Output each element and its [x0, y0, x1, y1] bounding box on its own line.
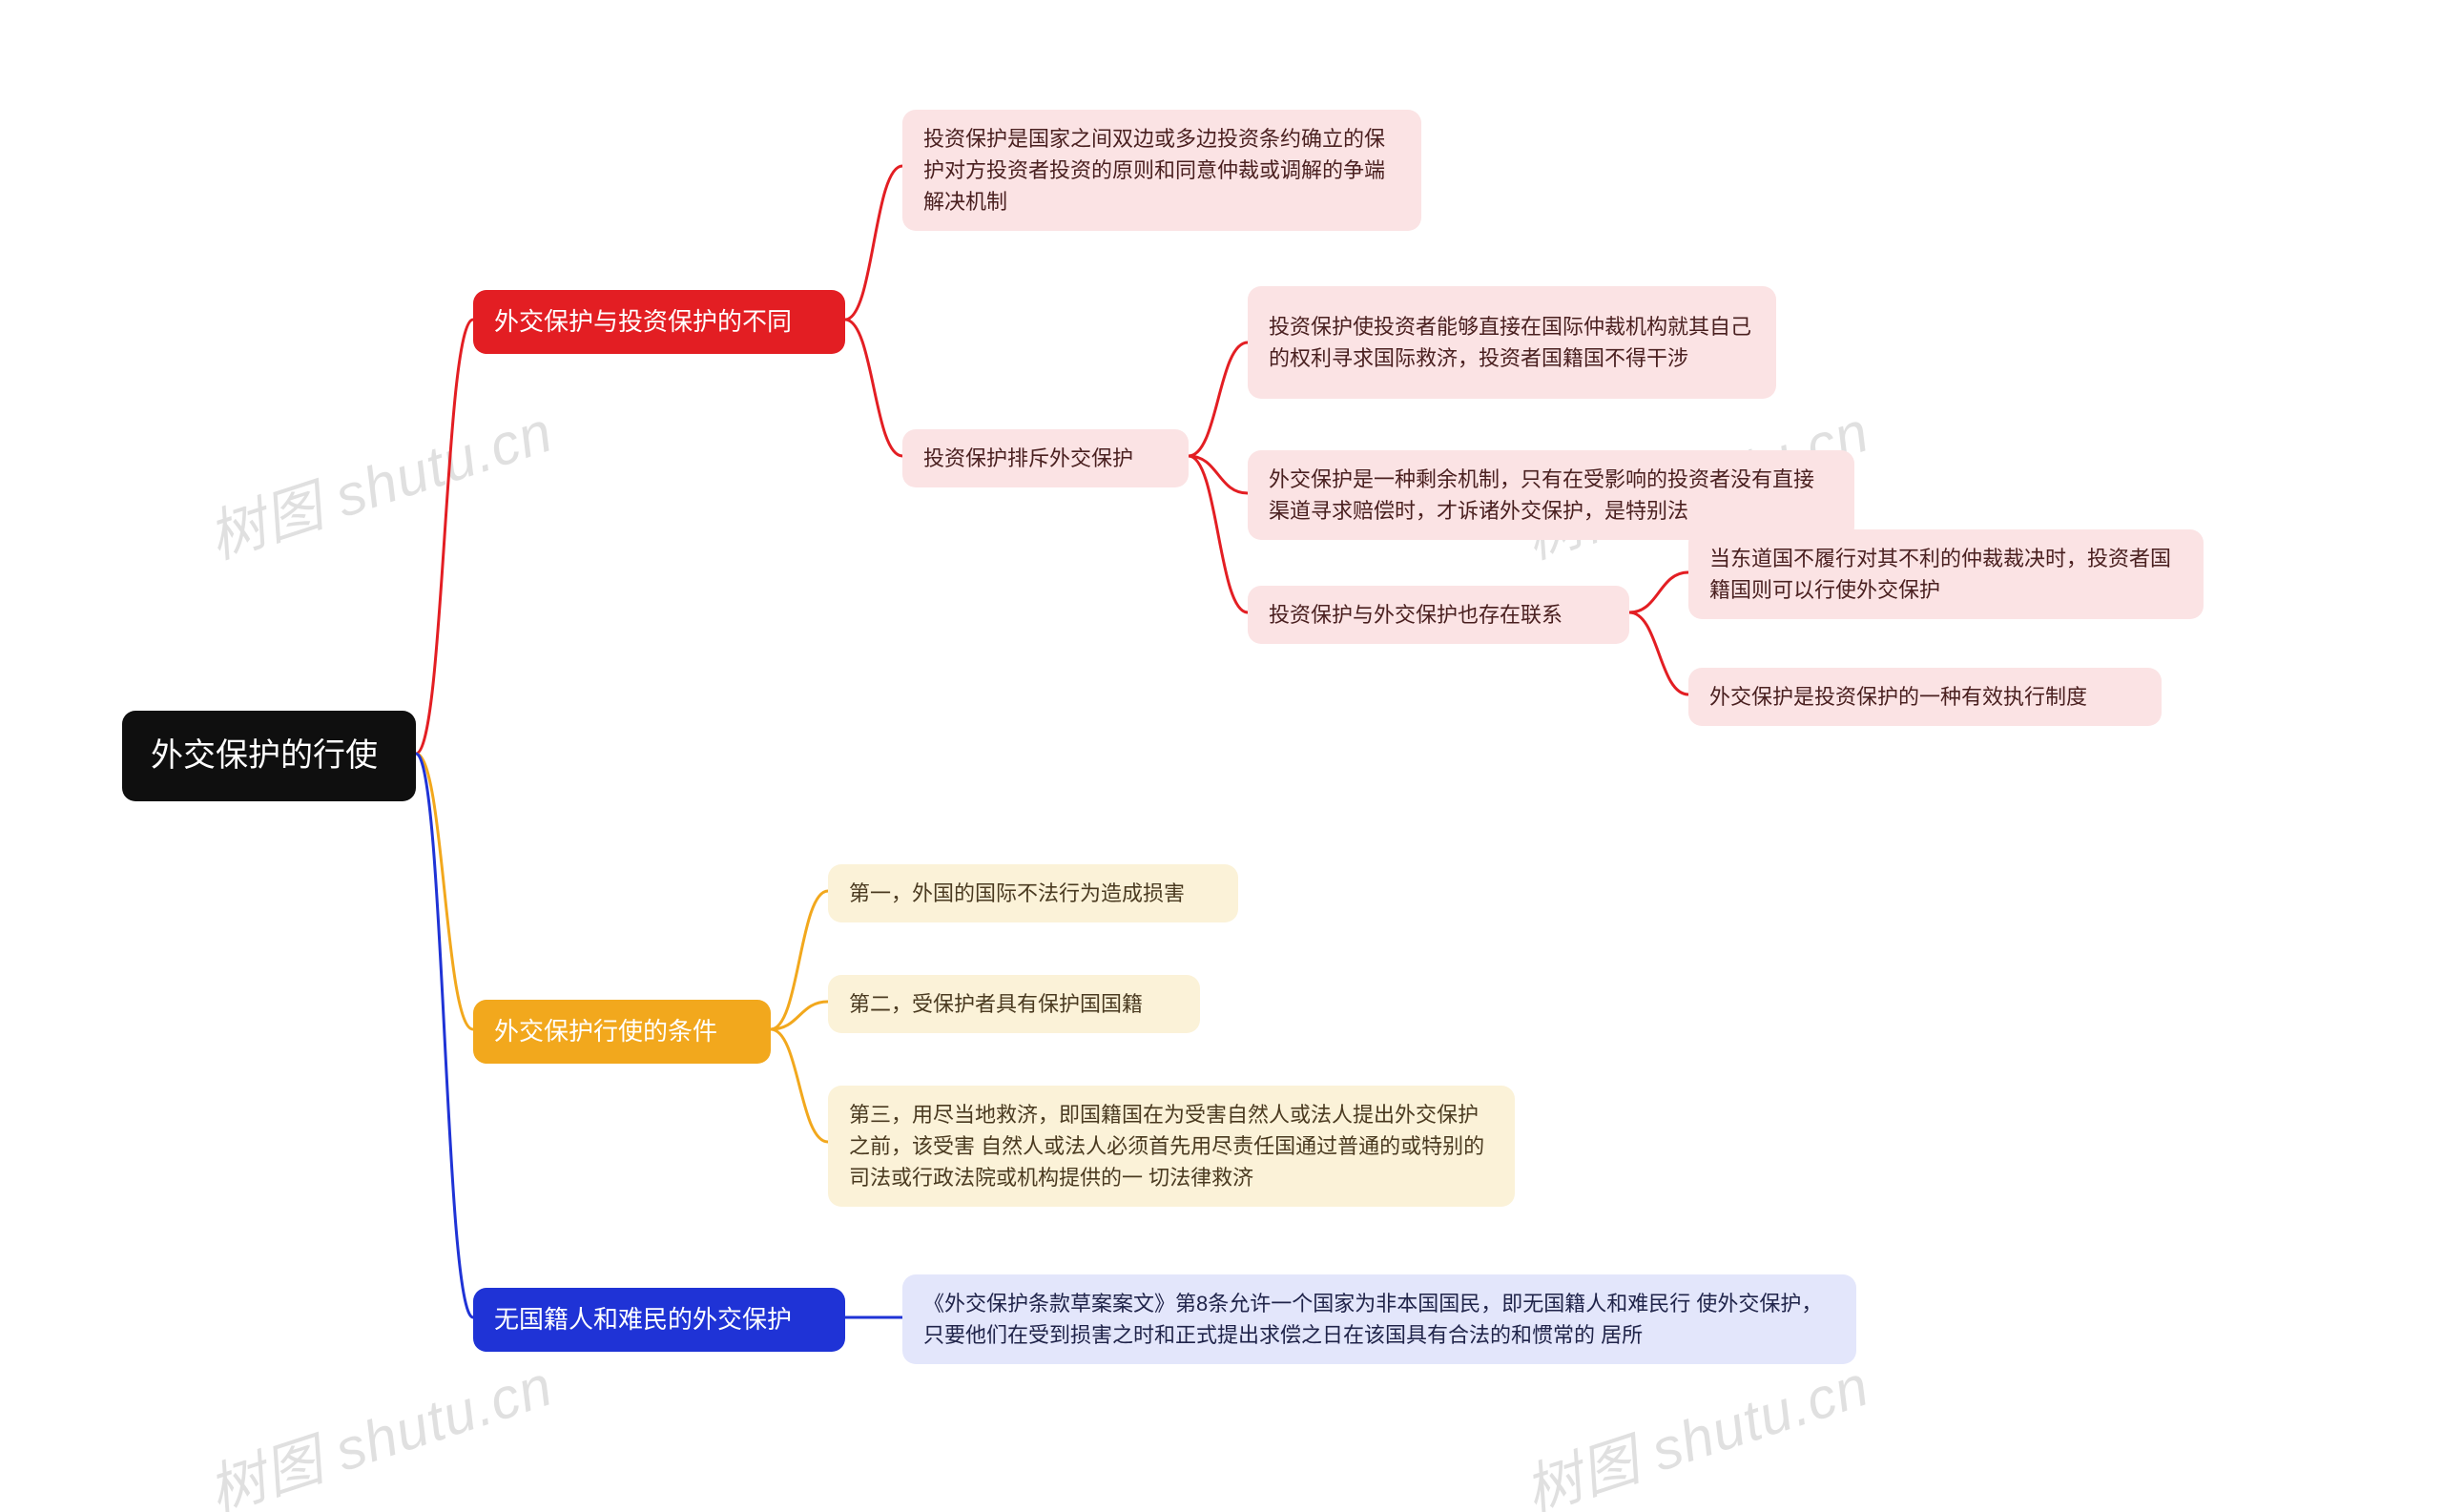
- leaf-node[interactable]: 外交保护是投资保护的一种有效执行制度: [1688, 668, 2162, 726]
- leaf-node[interactable]: 第一，外国的国际不法行为造成损害: [828, 864, 1238, 922]
- branch-node[interactable]: 外交保护行使的条件: [473, 1000, 771, 1064]
- watermark: 树图 shutu.cn: [197, 1339, 562, 1512]
- watermark: 树图 shutu.cn: [1513, 1339, 1878, 1512]
- leaf-node[interactable]: 当东道国不履行对其不利的仲裁裁决时，投资者国籍国则可以行使外交保护: [1688, 529, 2204, 619]
- root-node[interactable]: 外交保护的行使: [122, 711, 416, 801]
- leaf-node[interactable]: 《外交保护条款草案案文》第8条允许一个国家为非本国国民，即无国籍人和难民行 使外…: [902, 1274, 1856, 1364]
- leaf-node[interactable]: 外交保护是一种剩余机制，只有在受影响的投资者没有直接渠道寻求赔偿时，才诉诸外交保…: [1248, 450, 1854, 540]
- sub-branch-node[interactable]: 投资保护排斥外交保护: [902, 429, 1189, 487]
- leaf-node[interactable]: 投资保护使投资者能够直接在国际仲裁机构就其自己的权利寻求国际救济，投资者国籍国不…: [1248, 286, 1776, 399]
- leaf-node[interactable]: 第二，受保护者具有保护国国籍: [828, 975, 1200, 1033]
- watermark: 树图 shutu.cn: [197, 385, 562, 574]
- branch-node[interactable]: 无国籍人和难民的外交保护: [473, 1288, 845, 1352]
- branch-node[interactable]: 外交保护与投资保护的不同: [473, 290, 845, 354]
- leaf-node[interactable]: 第三，用尽当地救济，即国籍国在为受害自然人或法人提出外交保护之前，该受害 自然人…: [828, 1086, 1515, 1207]
- sub-branch-node[interactable]: 投资保护与外交保护也存在联系: [1248, 586, 1629, 644]
- leaf-node[interactable]: 投资保护是国家之间双边或多边投资条约确立的保护对方投资者投资的原则和同意仲裁或调…: [902, 110, 1421, 231]
